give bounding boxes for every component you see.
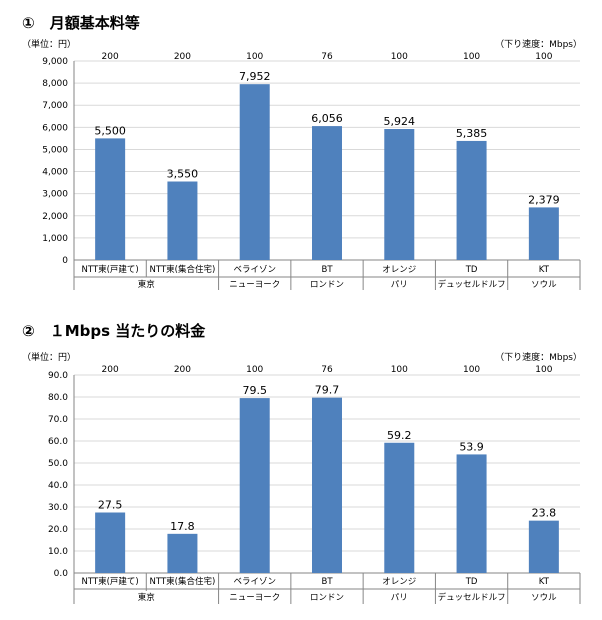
- chart2-city-label: ソウル: [531, 593, 557, 603]
- chart1-ytick-label: 9,000: [42, 57, 68, 67]
- chart2-speed-value: 200: [174, 365, 191, 375]
- chart2-speed-value: 76: [321, 365, 333, 375]
- chart2-bar: [528, 520, 559, 573]
- chart1-ytick-label: 0: [62, 256, 68, 266]
- chart1-speed-label: （下り速度：Mbps）: [495, 38, 582, 50]
- chart1-ytick-label: 4,000: [42, 168, 68, 178]
- chart1-data-label: 3,550: [167, 168, 199, 181]
- chart1-category-label: KT: [539, 265, 550, 275]
- chart1-category-label: ベライゾン: [233, 265, 276, 275]
- chart2-bar: [456, 454, 487, 573]
- chart1-speed-value: 100: [535, 52, 552, 62]
- chart2-city-label: デュッセルドルフ: [438, 592, 506, 603]
- chart1-data-label: 7,952: [239, 70, 271, 83]
- chart2-city-label: パリ: [391, 593, 408, 603]
- chart2-category-label: ベライゾン: [233, 577, 276, 587]
- chart1-ytick-label: 2,000: [42, 212, 68, 222]
- chart2-ytick-label: 10.0: [48, 547, 68, 557]
- chart2-bar: [312, 397, 342, 573]
- chart1-data-label: 5,924: [384, 115, 416, 128]
- chart2-ytick-label: 90.0: [48, 371, 68, 381]
- chart1-bar: [384, 129, 415, 260]
- chart1-ytick-label: 7,000: [42, 101, 68, 111]
- chart2-city-label: ロンドン: [310, 593, 344, 603]
- chart1-data-label: 5,385: [456, 127, 488, 140]
- chart2-ytick-label: 40.0: [48, 481, 68, 491]
- chart2-category-label: TD: [465, 577, 478, 587]
- chart1-ytick-label: 3,000: [42, 190, 68, 200]
- chart1-bar: [312, 126, 342, 260]
- chart1-bar: [95, 138, 126, 260]
- chart1-bar: [528, 207, 559, 260]
- chart1-city-label: ロンドン: [310, 280, 344, 290]
- chart1-city-label: ソウル: [531, 280, 557, 290]
- chart2-category-label: KT: [539, 577, 550, 587]
- chart1-bar: [167, 181, 198, 260]
- chart1-city-label: 東京: [138, 279, 155, 290]
- chart1-data-label: 2,379: [528, 193, 560, 206]
- chart1-speed-value: 100: [246, 52, 263, 62]
- chart2-ytick-label: 70.0: [48, 415, 68, 425]
- chart1-category-label: BT: [321, 265, 333, 275]
- chart2-bar: [384, 442, 415, 573]
- chart2-ytick-label: 50.0: [48, 459, 68, 469]
- chart2-ytick-label: 20.0: [48, 525, 68, 535]
- chart2-ytick-label: 30.0: [48, 503, 68, 513]
- chart2-data-label: 27.5: [98, 499, 123, 512]
- chart2-data-label: 53.9: [459, 440, 484, 453]
- chart1-unit-label: （単位：円）: [22, 38, 76, 50]
- chart2-bar: [239, 398, 270, 573]
- chart1-bar: [456, 140, 487, 260]
- chart2-category-label: BT: [321, 577, 333, 587]
- chart2-speed-value: 100: [535, 365, 552, 375]
- chart2-city-label: ニューヨーク: [229, 593, 280, 603]
- chart2-speed-label: （下り速度：Mbps）: [495, 351, 582, 363]
- chart1-city-label: パリ: [391, 280, 408, 290]
- chart2-data-label: 79.7: [315, 384, 340, 397]
- chart1-data-label: 6,056: [311, 112, 343, 125]
- chart2-bar: [167, 533, 198, 573]
- chart2-category-label: オレンジ: [382, 577, 416, 587]
- chart2-speed-value: 100: [463, 365, 480, 375]
- chart1-ytick-label: 5,000: [42, 145, 68, 155]
- chart1-ytick-label: 6,000: [42, 123, 68, 133]
- chart1-bar: [239, 84, 270, 260]
- chart1-category-label: オレンジ: [382, 265, 416, 275]
- chart2-speed-value: 200: [102, 365, 119, 375]
- chart2-category-label: NTT東(集合住宅): [150, 576, 216, 587]
- chart2-title: ② １Mbps 当たりの料金: [22, 322, 206, 340]
- chart2-data-label: 79.5: [242, 384, 267, 397]
- chart1-city-label: ニューヨーク: [229, 280, 280, 290]
- chart2-unit-label: （単位：円）: [22, 351, 76, 363]
- chart2-ytick-label: 0.0: [54, 569, 69, 579]
- chart1-speed-value: 76: [321, 52, 333, 62]
- chart1-ytick-label: 1,000: [42, 234, 68, 244]
- chart1-city-label: デュッセルドルフ: [438, 279, 506, 290]
- chart2-data-label: 17.8: [170, 520, 195, 533]
- chart1-category-label: NTT東(戸建て): [82, 264, 139, 275]
- chart2-speed-value: 100: [391, 365, 408, 375]
- chart1-ytick-label: 8,000: [42, 79, 68, 89]
- chart2-ytick-label: 80.0: [48, 393, 68, 403]
- chart1-speed-value: 100: [391, 52, 408, 62]
- chart2-speed-value: 100: [246, 365, 263, 375]
- chart1-category-label: NTT東(集合住宅): [150, 264, 216, 275]
- chart2-category-label: NTT東(戸建て): [82, 576, 139, 587]
- chart1-speed-value: 100: [463, 52, 480, 62]
- chart2-data-label: 59.2: [387, 429, 412, 442]
- chart1-speed-value: 200: [102, 52, 119, 62]
- chart2-data-label: 23.8: [532, 507, 557, 520]
- chart1-speed-value: 200: [174, 52, 191, 62]
- chart1-data-label: 5,500: [94, 124, 126, 137]
- chart1-title: ① 月額基本料等: [22, 14, 140, 32]
- chart2-bar: [95, 512, 126, 573]
- chart2-ytick-label: 60.0: [48, 437, 68, 447]
- chart2-city-label: 東京: [138, 592, 155, 603]
- chart1-category-label: TD: [465, 265, 478, 275]
